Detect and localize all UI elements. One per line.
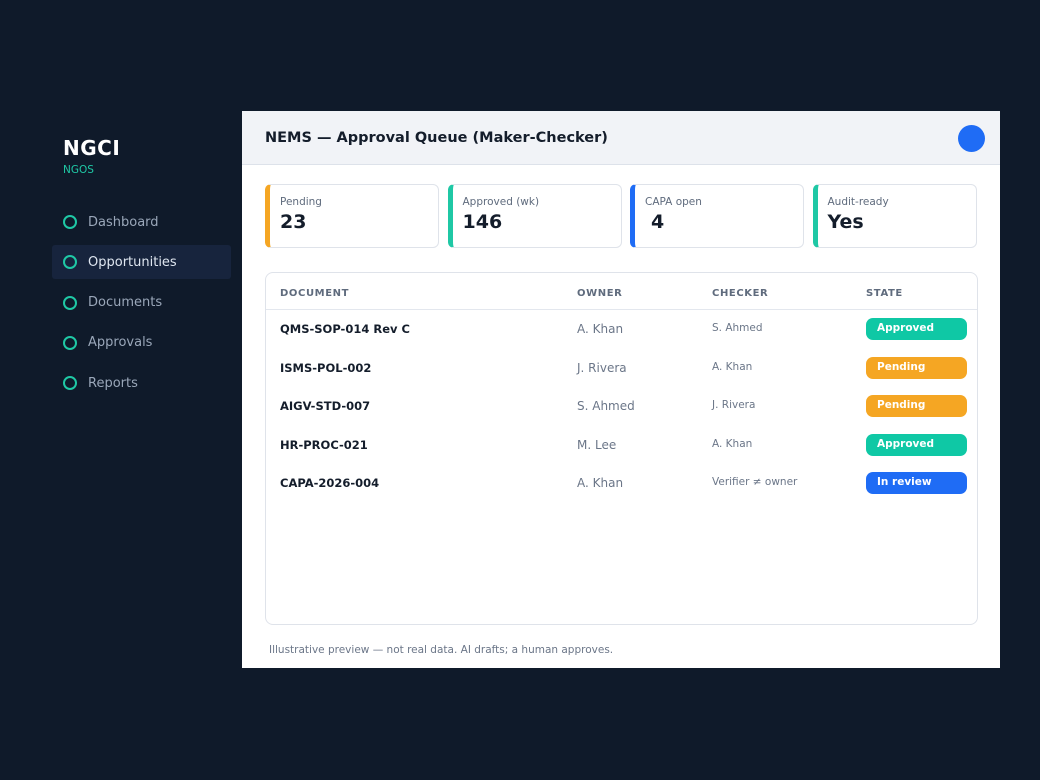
main-panel: NEMS — Approval Queue (Maker-Checker) Pe…: [242, 111, 1000, 668]
sidebar-item-approvals[interactable]: Approvals: [52, 326, 231, 360]
status-badge: Pending: [866, 395, 967, 417]
stat-card-capa: CAPA open 4: [630, 184, 804, 248]
circle-icon: [63, 376, 77, 391]
status-badge: Approved: [866, 433, 967, 456]
checker-cell: Verifier ≠ owner: [712, 476, 798, 488]
table-row[interactable]: QMS-SOP-014 Rev C A. Khan S. Ahmed Appro…: [266, 310, 977, 349]
avatar[interactable]: [958, 125, 985, 152]
panel-header: NEMS — Approval Queue (Maker-Checker): [242, 111, 1000, 165]
table-row[interactable]: CAPA-2026-004 A. Khan Verifier ≠ owner I…: [266, 464, 977, 503]
checker-cell: J. Rivera: [712, 399, 756, 411]
sidebar-item-documents[interactable]: Documents: [52, 286, 231, 320]
checker-cell: A. Khan: [712, 360, 753, 373]
status-badge: Approved: [866, 318, 967, 340]
stat-card-pending: Pending 23: [265, 184, 439, 248]
column-header-document[interactable]: DOCUMENT: [280, 288, 350, 299]
stat-card-audit-ready: Audit-ready Yes: [812, 184, 977, 248]
owner-cell: A. Khan: [577, 322, 624, 336]
table-row[interactable]: ISMS-POL-002 J. Rivera A. Khan Pending: [266, 349, 977, 388]
stat-label: Pending: [280, 196, 322, 208]
owner-cell: J. Rivera: [577, 360, 627, 375]
checker-cell: A. Khan: [712, 437, 753, 450]
table-body: QMS-SOP-014 Rev C A. Khan S. Ahmed Appro…: [266, 310, 977, 503]
column-header-owner[interactable]: OWNER: [577, 288, 623, 299]
table-header: DOCUMENT OWNER CHECKER STATE: [266, 273, 977, 310]
sidebar-item-dashboard[interactable]: Dashboard: [52, 205, 231, 239]
column-header-state[interactable]: STATE: [866, 288, 903, 299]
table-row[interactable]: AIGV-STD-007 S. Ahmed J. Rivera Pending: [266, 387, 977, 426]
brand-name: NGCI: [63, 136, 121, 160]
stat-label: Approved (wk): [462, 196, 540, 208]
status-badge: Pending: [866, 356, 967, 379]
status-badge: In review: [866, 472, 967, 494]
owner-cell: S. Ahmed: [577, 399, 635, 413]
column-header-checker[interactable]: CHECKER: [712, 288, 769, 299]
stat-value: 23: [280, 211, 307, 233]
stats-row: Pending 23 Approved (wk) 146 CAPA open 4…: [265, 184, 977, 248]
stat-label: Audit-ready: [827, 196, 889, 208]
document-cell: AIGV-STD-007: [280, 399, 371, 413]
sidebar-item-label: Approvals: [88, 335, 153, 351]
sidebar-item-reports[interactable]: Reports: [52, 366, 231, 400]
page-title: NEMS — Approval Queue (Maker-Checker): [265, 129, 608, 146]
stat-value: 4: [651, 211, 665, 233]
sidebar-item-label: Dashboard: [88, 214, 159, 230]
document-cell: HR-PROC-021: [280, 437, 368, 452]
stat-card-approved: Approved (wk) 146: [447, 184, 622, 248]
brand-subtitle: NGOS: [63, 164, 94, 176]
sidebar-nav: Dashboard Opportunities Documents Approv…: [52, 205, 231, 406]
brand: NGCI NGOS: [63, 136, 120, 176]
footnote: Illustrative preview — not real data. AI…: [269, 644, 614, 656]
circle-icon: [63, 215, 77, 229]
sidebar-item-label: Reports: [88, 375, 138, 391]
checker-cell: S. Ahmed: [712, 322, 763, 334]
circle-icon: [63, 295, 77, 310]
sidebar-item-label: Documents: [88, 295, 163, 311]
document-cell: ISMS-POL-002: [280, 360, 372, 375]
document-cell: CAPA-2026-004: [280, 476, 380, 490]
owner-cell: M. Lee: [577, 437, 617, 452]
circle-icon: [63, 335, 77, 350]
circle-icon: [63, 255, 77, 270]
stat-value: Yes: [827, 211, 864, 233]
document-cell: QMS-SOP-014 Rev C: [280, 322, 410, 336]
approval-table: DOCUMENT OWNER CHECKER STATE QMS-SOP-014…: [265, 272, 978, 625]
stat-value: 146: [462, 211, 503, 233]
owner-cell: A. Khan: [577, 476, 624, 490]
sidebar-item-opportunities[interactable]: Opportunities: [52, 245, 231, 280]
sidebar-item-label: Opportunities: [88, 254, 177, 270]
stat-label: CAPA open: [645, 196, 702, 208]
table-row[interactable]: HR-PROC-021 M. Lee A. Khan Approved: [266, 426, 977, 465]
